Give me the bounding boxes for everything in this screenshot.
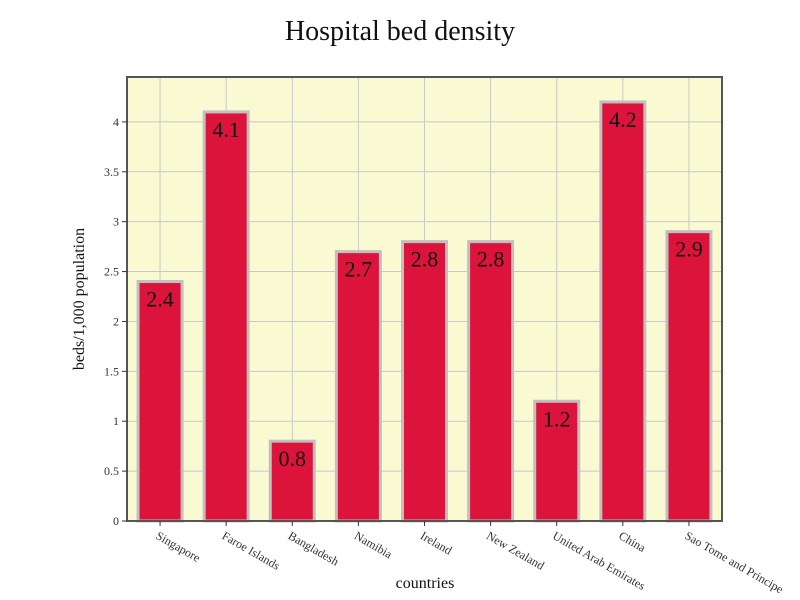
x-tick-label: China [616, 528, 648, 555]
data-label: 0.8 [279, 446, 307, 471]
data-labels: 2.4 4.1 0.8 2.7 2.8 2.8 1.2 4.2 2.9 [146, 107, 702, 471]
data-label: 2.8 [411, 247, 439, 272]
y-tick-label: 4 [113, 115, 119, 129]
x-tick-label: Ireland [418, 528, 454, 557]
bar [533, 399, 581, 523]
x-tick-label: Singapore [154, 528, 203, 564]
x-axis: Singapore Faroe Islands Bangladesh Namibia I… [154, 521, 786, 596]
bar [202, 110, 250, 523]
bar [334, 250, 382, 523]
x-tick-label: New Zealand [484, 528, 547, 572]
x-tick-label: Faroe Islands [220, 528, 283, 572]
bar [665, 230, 713, 523]
bar [599, 100, 647, 523]
y-tick-label: 1 [113, 414, 119, 428]
data-label: 1.2 [543, 406, 571, 431]
y-tick-label: 0.5 [104, 464, 119, 478]
chart-title: Hospital bed density [285, 16, 515, 47]
data-label: 4.1 [212, 117, 240, 142]
bar [268, 439, 316, 523]
x-axis-title: countries [396, 575, 455, 592]
y-tick-label: 3 [113, 215, 119, 229]
y-tick-label: 3.5 [104, 165, 119, 179]
bar [136, 280, 184, 523]
y-tick-label: 2 [113, 314, 119, 328]
data-label: 2.7 [345, 257, 373, 282]
x-tick-label: Bangladesh [286, 528, 341, 568]
y-tick-label: 0 [113, 514, 119, 528]
x-tick-label: Sao Tome and Principe [682, 528, 785, 596]
data-label: 2.8 [477, 247, 505, 272]
bar [467, 240, 515, 523]
data-label: 4.2 [609, 107, 637, 132]
x-tick-label: Namibia [352, 528, 395, 561]
data-label: 2.4 [146, 287, 174, 312]
y-tick-label: 2.5 [104, 265, 119, 279]
y-axis-title: beds/1,000 population [71, 228, 88, 370]
y-tick-label: 1.5 [104, 364, 119, 378]
bar [401, 240, 448, 523]
data-label: 2.9 [675, 237, 703, 262]
y-axis: 0 0.5 1 1.5 2 2.5 3 3.5 4 [104, 115, 127, 528]
